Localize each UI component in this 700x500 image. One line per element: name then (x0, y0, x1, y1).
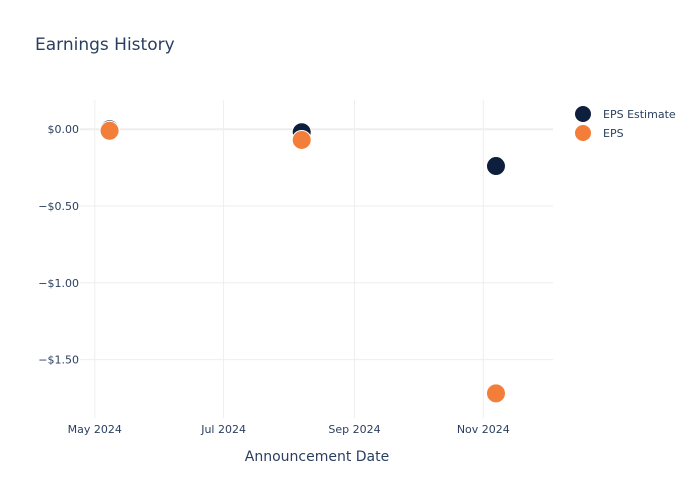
legend-label: EPS Estimate (603, 108, 676, 121)
legend-marker (575, 106, 591, 122)
legend-label: EPS (603, 127, 624, 140)
eps-estimate-point[interactable] (485, 156, 506, 177)
x-tick-label: Nov 2024 (457, 423, 510, 436)
x-tick-label: May 2024 (68, 423, 122, 436)
legend-item-eps-estimate[interactable]: EPS Estimate (575, 106, 676, 122)
legend[interactable]: EPS Estimate EPS (575, 106, 676, 141)
legend-marker (575, 125, 591, 141)
point-layer (99, 119, 506, 404)
x-tick-label: Sep 2024 (328, 423, 380, 436)
legend-item-eps[interactable]: EPS (575, 125, 624, 141)
y-tick-label: $0.00 (48, 123, 80, 136)
tick-layer: May 2024 Jul 2024 Sep 2024 Nov 2024 $0.00 −$0… (38, 123, 510, 436)
y-tick-label: −$1.50 (38, 354, 79, 367)
eps-point[interactable] (291, 129, 312, 150)
grid-layer (80, 100, 553, 418)
y-tick-label: −$1.00 (38, 277, 79, 290)
y-tick-label: −$0.50 (38, 200, 79, 213)
x-axis-title: Announcement Date (245, 449, 389, 465)
eps-point[interactable] (485, 383, 506, 404)
chart-title: Earnings History (35, 35, 175, 55)
eps-point[interactable] (99, 120, 120, 141)
x-tick-label: Jul 2024 (200, 423, 246, 436)
